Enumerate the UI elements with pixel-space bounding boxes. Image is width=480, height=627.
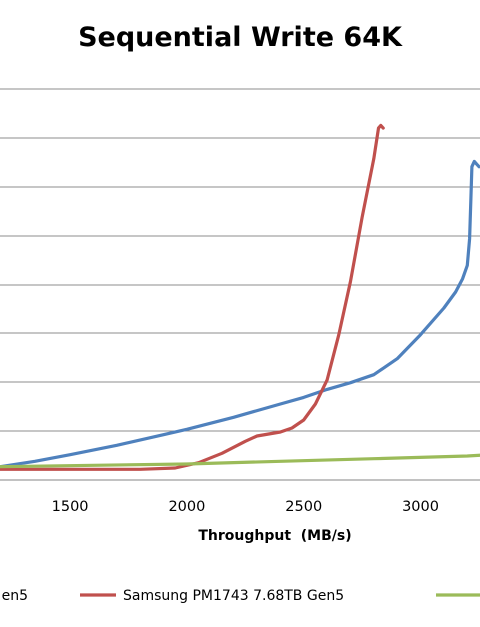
x-tick-label: 3000 <box>402 499 439 515</box>
series-line-3 <box>0 453 480 469</box>
x-tick-label: 1500 <box>52 499 89 515</box>
x-axis-title: Throughput (MB/s) <box>198 528 352 544</box>
legend-label-2: Samsung PM1743 7.68TB Gen5 <box>123 588 344 604</box>
legend-label-1: en5 <box>2 588 28 604</box>
series-line-1 <box>0 159 480 469</box>
x-tick-labels: 1500 2000 2500 3000 <box>52 499 439 515</box>
series-lines <box>0 123 480 471</box>
series-line-2 <box>0 123 385 471</box>
gridlines <box>0 88 480 481</box>
chart-title: Sequential Write 64K <box>78 22 402 53</box>
x-tick-label: 2500 <box>285 499 322 515</box>
x-tick-label: 2000 <box>168 499 205 515</box>
legend: en5 Samsung PM1743 7.68TB Gen5 <box>2 588 480 604</box>
